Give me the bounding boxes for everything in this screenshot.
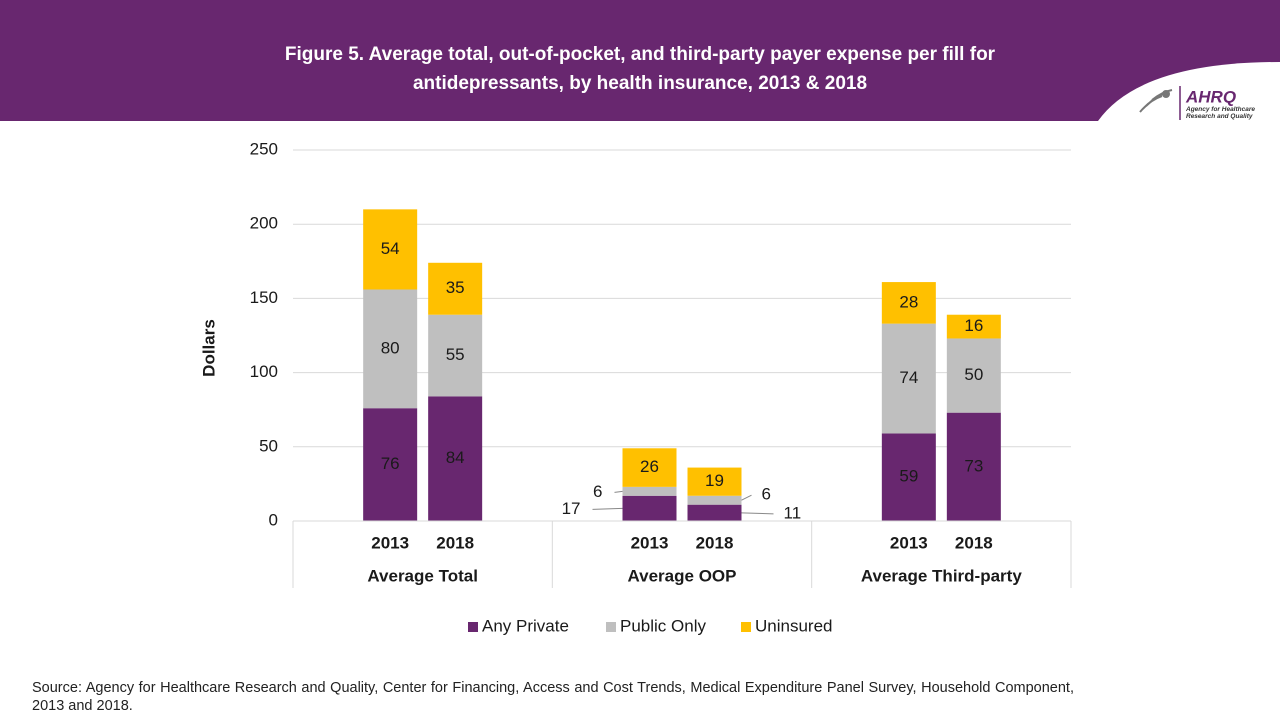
bar-segment xyxy=(687,467,742,496)
source-note: Source: Agency for Healthcare Research a… xyxy=(32,680,1074,714)
bar-segment xyxy=(946,412,1001,521)
legend-label: Public Only xyxy=(620,616,706,635)
logo-name: AHRQ xyxy=(1185,87,1236,106)
logo-tagline-box: Agency for Healthcare Research and Quali… xyxy=(1186,106,1255,120)
data-label: 84 xyxy=(446,448,465,467)
x-tick-label: 2013 xyxy=(631,533,669,552)
bar-segment xyxy=(428,396,483,521)
bar-segment xyxy=(881,433,936,521)
data-label: 11 xyxy=(784,503,802,522)
bar-segment xyxy=(363,408,418,521)
bar-segment xyxy=(363,289,418,409)
chart-title: Figure 5. Average total, out-of-pocket, … xyxy=(284,44,996,94)
y-axis-label: Dollars xyxy=(199,319,218,377)
bar-segment xyxy=(687,495,742,505)
bar-segment xyxy=(622,495,677,521)
leader-line xyxy=(614,490,623,493)
hhs-emblem xyxy=(1139,89,1173,113)
bar-segment xyxy=(428,262,483,315)
y-tick-label: 150 xyxy=(250,288,278,307)
data-label: 19 xyxy=(705,471,724,490)
data-label: 80 xyxy=(381,338,400,357)
data-label: 6 xyxy=(593,482,602,501)
data-label: 28 xyxy=(899,292,918,311)
data-label: 35 xyxy=(446,278,465,297)
leader-line xyxy=(741,512,774,515)
bar-segment xyxy=(622,486,677,496)
bar-segment xyxy=(881,282,936,324)
data-label: 54 xyxy=(381,239,400,258)
group-label: Average OOP xyxy=(628,566,737,585)
data-label: 55 xyxy=(446,345,465,364)
data-label: 26 xyxy=(640,457,659,476)
logo-tagline: Agency for Healthcare Research and Quali… xyxy=(1186,106,1255,120)
y-tick-label: 0 xyxy=(269,510,278,529)
header-bar xyxy=(0,0,1280,121)
x-tick-label: 2018 xyxy=(955,533,993,552)
leader-line xyxy=(741,494,752,501)
data-label: 73 xyxy=(964,456,983,475)
data-label: 59 xyxy=(899,467,918,486)
y-tick-label: 50 xyxy=(259,436,278,455)
legend-swatch xyxy=(468,622,478,632)
legend-swatch xyxy=(606,622,616,632)
bar-segment xyxy=(881,323,936,434)
x-tick-label: 2013 xyxy=(371,533,409,552)
data-label: 76 xyxy=(381,454,400,473)
bar-segment xyxy=(622,448,677,487)
data-label: 16 xyxy=(964,316,983,335)
leader-line xyxy=(592,507,623,510)
group-label: Average Third-party xyxy=(861,566,1022,585)
data-label: 6 xyxy=(762,485,771,504)
data-label: 17 xyxy=(562,499,581,518)
bar-segment xyxy=(363,209,418,290)
data-label: 74 xyxy=(899,368,918,387)
legend-swatch xyxy=(741,622,751,632)
legend-label: Any Private xyxy=(482,616,569,635)
y-tick-label: 250 xyxy=(250,139,278,158)
bar-segment xyxy=(946,338,1001,413)
x-tick-label: 2013 xyxy=(890,533,928,552)
group-label: Average Total xyxy=(367,566,478,585)
logo-backdrop xyxy=(1098,62,1280,121)
bar-segment xyxy=(946,314,1001,339)
y-tick-label: 200 xyxy=(250,214,278,233)
data-label: 50 xyxy=(964,365,983,384)
x-tick-label: 2018 xyxy=(436,533,474,552)
y-tick-label: 100 xyxy=(250,362,278,381)
legend-label: Uninsured xyxy=(755,616,833,635)
bar-segment xyxy=(428,314,483,397)
bar-segment xyxy=(687,504,742,521)
x-tick-label: 2018 xyxy=(696,533,734,552)
